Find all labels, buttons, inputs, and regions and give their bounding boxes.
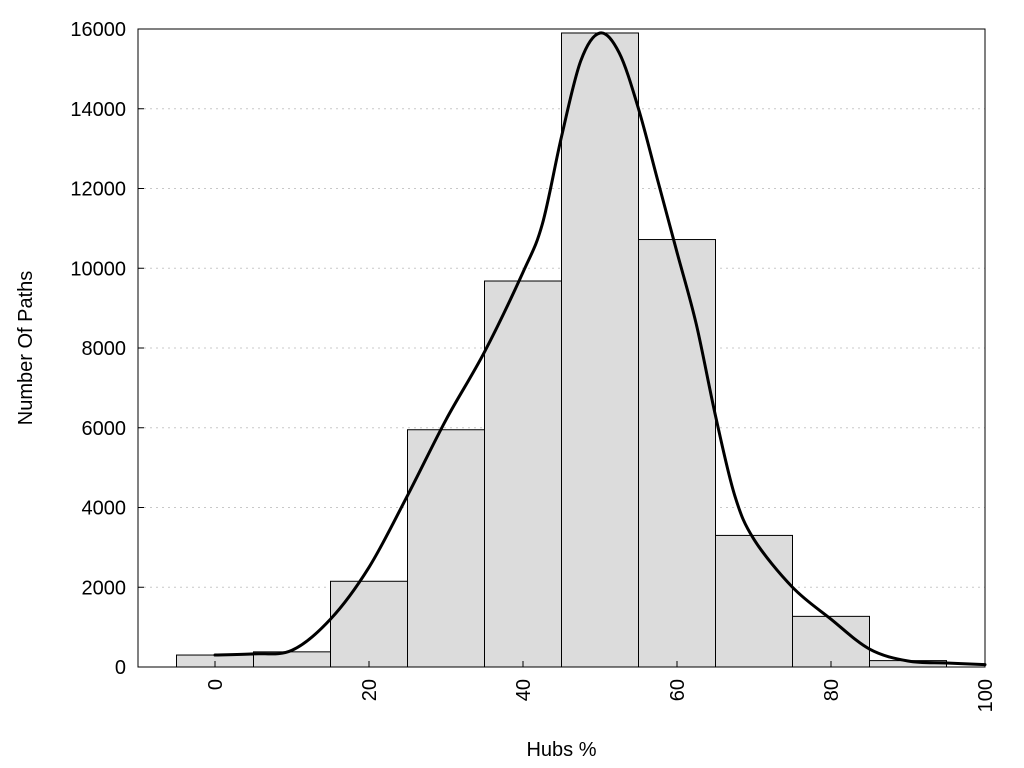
x-tick-label: 60 (667, 679, 689, 701)
y-tick-label: 16000 (70, 19, 126, 41)
histogram-bar (484, 280, 562, 668)
density-curve-line (213, 31, 987, 667)
y-tick-label: 2000 (82, 577, 127, 599)
y-tick-label: 14000 (70, 99, 126, 121)
bars-layer (176, 32, 947, 668)
histogram-bar (330, 580, 408, 668)
y-tick-label: 6000 (82, 418, 127, 440)
histogram-bar (561, 32, 639, 668)
y-tick-label: 10000 (70, 258, 126, 280)
curve-layer (213, 31, 987, 667)
y-axis-title: Number Of Paths (15, 271, 37, 426)
ticks-layer (138, 28, 986, 668)
y-tick-label: 0 (115, 657, 126, 679)
x-axis-title: Hubs % (526, 739, 596, 761)
labels-layer: 0 2000 4000 6000 8000 10000 12000 14000 16000 0 20… (70, 19, 997, 712)
y-tick-label: 12000 (70, 179, 126, 201)
x-tick-label: 80 (821, 679, 843, 701)
x-tick-label: 100 (975, 679, 997, 712)
y-tick-label: 8000 (82, 338, 127, 360)
histogram-bar (638, 239, 716, 668)
x-tick-label: 0 (205, 679, 227, 690)
histogram-bar (407, 429, 485, 668)
histogram-bar (715, 534, 793, 668)
x-tick-label: 20 (359, 679, 381, 701)
x-tick-label: 40 (513, 679, 535, 701)
y-tick-label: 4000 (82, 498, 127, 520)
